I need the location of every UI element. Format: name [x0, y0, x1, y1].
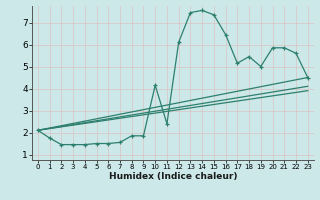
X-axis label: Humidex (Indice chaleur): Humidex (Indice chaleur) [108, 172, 237, 181]
